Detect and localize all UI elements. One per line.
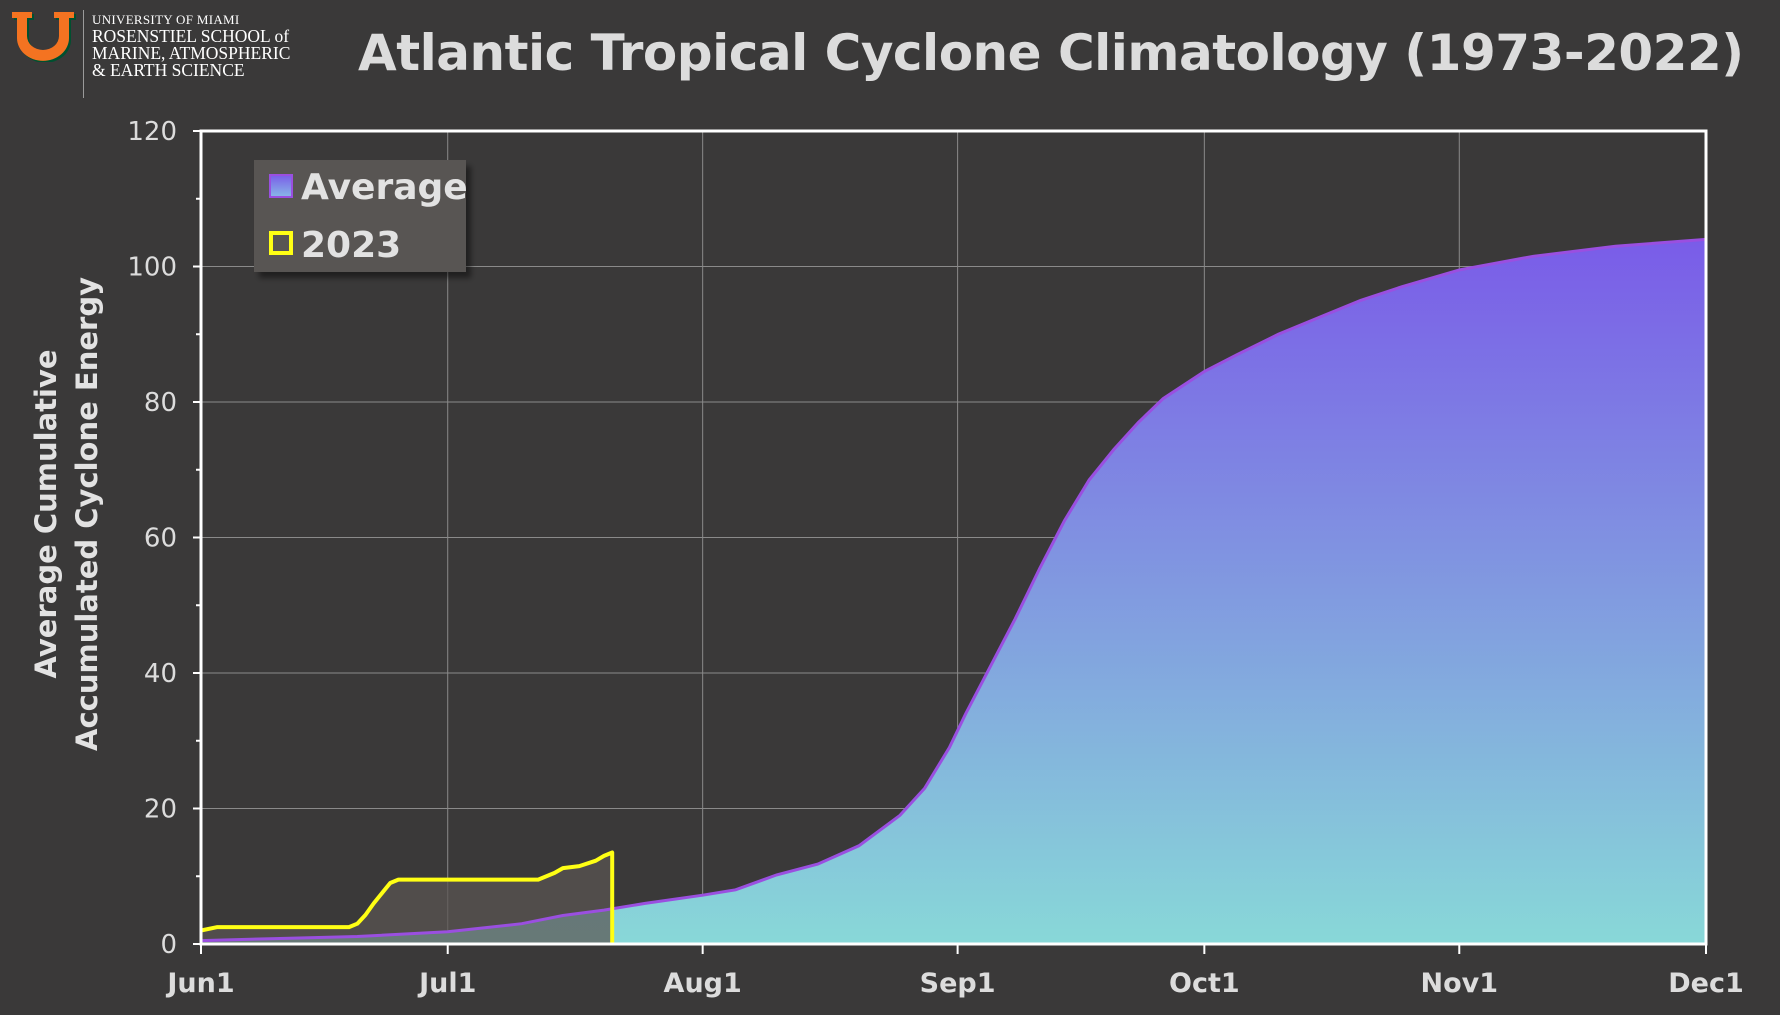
x-tick-label: Dec1	[1668, 968, 1744, 999]
legend-swatch-average	[269, 174, 293, 198]
legend: Average 2023	[254, 160, 468, 272]
y-axis-label-line-1: Average Cumulative	[29, 349, 63, 678]
x-tick-label: Aug1	[664, 968, 742, 999]
legend-label-average: Average	[301, 167, 468, 208]
x-tick-label: Jun1	[165, 968, 234, 999]
legend-swatch-2023	[269, 231, 293, 255]
school-line-3: & EARTH SCIENCE	[92, 60, 245, 80]
chart-title: Atlantic Tropical Cyclone Climatology (1…	[358, 24, 1744, 82]
axes: 0 20 40 60 80 100 120 Jun1 Jul1 Aug1 Sep1 Oct1 Nov1 D…	[127, 117, 1743, 999]
school-line-2: MARINE, ATMOSPHERIC	[92, 43, 291, 63]
legend-label-2023: 2023	[301, 225, 401, 266]
x-tick-label: Sep1	[920, 968, 996, 999]
y-tick-label: 120	[127, 117, 177, 147]
y-tick-label: 60	[144, 524, 177, 554]
series-fills	[201, 239, 1706, 944]
university-u-logo-icon	[12, 12, 76, 62]
y-tick-label: 40	[144, 659, 177, 689]
school-line-1: ROSENSTIEL SCHOOL of	[92, 26, 290, 46]
header: UNIVERSITY OF MIAMI ROSENSTIEL SCHOOL of…	[0, 0, 1780, 115]
series-lines	[200, 237, 1707, 944]
y-tick-label: 100	[127, 253, 177, 283]
series-2023-fill	[201, 852, 613, 944]
school-name: UNIVERSITY OF MIAMI ROSENSTIEL SCHOOL of…	[92, 12, 290, 79]
x-tick-label: Jul1	[417, 968, 476, 999]
average-line	[200, 237, 1707, 943]
x-tick-label: Oct1	[1169, 968, 1240, 999]
series-2023-line	[200, 850, 615, 944]
average-area	[201, 239, 1706, 944]
university-name: UNIVERSITY OF MIAMI	[92, 12, 240, 27]
logo-divider	[83, 10, 84, 98]
y-tick-label: 0	[160, 930, 177, 960]
y-tick-label: 80	[144, 388, 177, 418]
y-axis-label-line-2: Accumulated Cyclone Energy	[70, 277, 104, 751]
x-tick-label: Nov1	[1421, 968, 1499, 999]
y-tick-label: 20	[144, 795, 177, 825]
